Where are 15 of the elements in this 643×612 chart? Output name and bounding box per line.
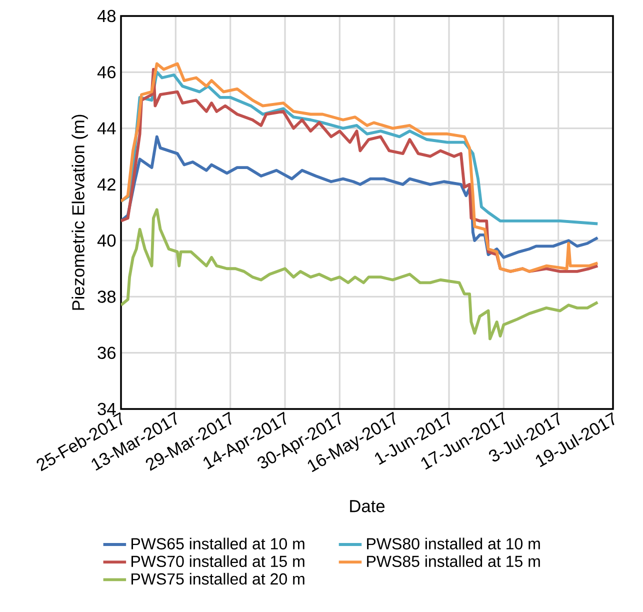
legend-label: PWS85 installed at 15 m [367, 555, 540, 568]
y-tick-label: 40 [97, 234, 116, 247]
legend-label: PWS65 installed at 10 m [132, 538, 304, 550]
y-axis-title: Piezometric Elevation (m) [72, 114, 88, 310]
y-tick-label: 44 [97, 122, 116, 134]
legend-label: PWS80 installed at 10 m [367, 538, 540, 550]
y-tick-label: 42 [97, 178, 116, 190]
legend-label: PWS75 installed at 20 m [132, 572, 304, 585]
x-axis-title: Date [350, 500, 385, 512]
line-series [121, 208, 600, 340]
y-tick-label: 38 [98, 290, 116, 303]
y-tick-label: 36 [98, 346, 116, 359]
y-tick-label: 48 [97, 10, 116, 22]
legend-label: PWS70 installed at 15 m [132, 555, 304, 568]
y-tick-label: 46 [97, 66, 116, 78]
